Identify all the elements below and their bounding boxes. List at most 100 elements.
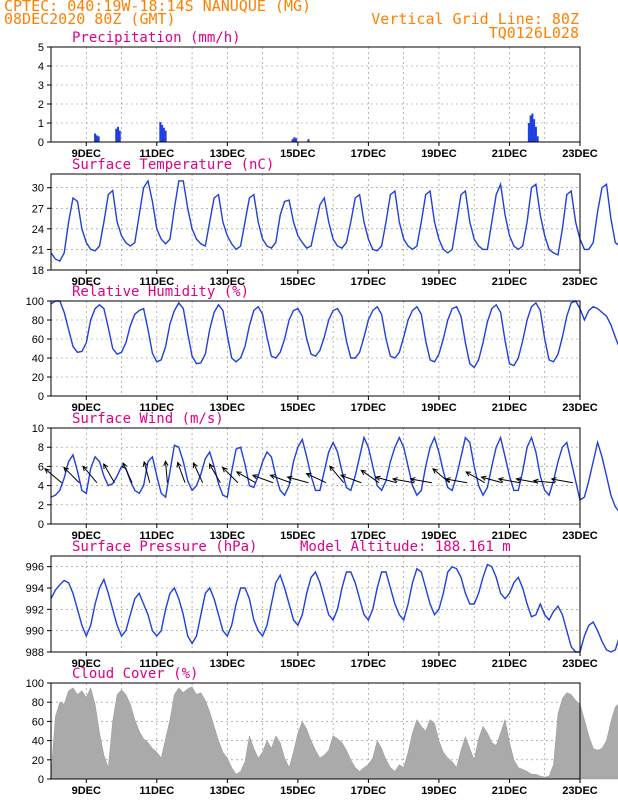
rh-xtick-label: 15DEC: [280, 402, 316, 414]
precip-ytick-label: 5: [38, 42, 44, 54]
precip-title: Precipitation (mm/h): [72, 30, 241, 46]
pres-ytick-label: 990: [26, 626, 44, 638]
cloud-cover-area: [50, 686, 618, 780]
rh-ytick-label: 40: [32, 353, 44, 365]
precip-bar: [161, 124, 164, 142]
rh-xtick-label: 13DEC: [210, 402, 246, 414]
temp-xtick-label: 15DEC: [280, 276, 316, 288]
wind-vector: [392, 478, 415, 484]
wind-vector-head: [142, 460, 148, 467]
wind-series-line: [50, 435, 618, 512]
cloud-xtick-label: 11DEC: [139, 785, 174, 797]
wind-vector: [222, 467, 239, 484]
wind-xtick-label: 17DEC: [351, 530, 387, 542]
cloud-xtick-label: 17DEC: [351, 785, 387, 797]
wind-vector-head: [286, 475, 293, 481]
cloud-ytick-label: 20: [32, 755, 44, 767]
temp-xtick-label: 21DEC: [492, 276, 528, 288]
temp-title: Surface Temperature (nC): [72, 157, 274, 173]
precip-ytick-label: 2: [38, 99, 44, 111]
wind-vector: [193, 462, 204, 483]
precip-ytick-label: 3: [38, 80, 44, 92]
wind-frame: [50, 427, 581, 525]
wind-vector: [270, 474, 291, 484]
temp-xtick-label: 17DEC: [351, 276, 387, 288]
temp-series-line: [50, 179, 618, 263]
pres-ytick-label: 996: [26, 562, 44, 574]
wind-vector-head: [82, 465, 88, 472]
wind-vector: [164, 461, 168, 483]
precip-xtick-label: 13DEC: [210, 148, 246, 160]
rh-xtick-label: 11DEC: [139, 402, 174, 414]
pres-panel: Surface Pressure (hPa) Model Altitude: 18…: [26, 539, 618, 670]
wind-vector-head: [515, 477, 522, 483]
precip-ytick-label: 1: [38, 118, 44, 130]
wind-vector-head: [432, 468, 438, 474]
precip-xtick-label: 17DEC: [351, 148, 387, 160]
wind-vector-head: [497, 477, 504, 483]
wind-title: Surface Wind (m/s): [72, 411, 224, 427]
wind-vector: [498, 478, 521, 484]
wind-vector: [516, 478, 538, 484]
wind-vector: [209, 463, 221, 483]
precip-bar: [527, 123, 530, 142]
wind-vector-head: [391, 477, 398, 483]
wind-vector-head: [305, 473, 312, 478]
cloud-xtick-label: 21DEC: [492, 785, 528, 797]
wind-vector-head: [339, 474, 347, 480]
rh-panel: Relative Humidity (%) 0 20 40 60 80 100 9DEC 11D…: [26, 284, 618, 414]
pres-xtick-label: 17DEC: [351, 658, 387, 670]
wind-xtick-label: 19DEC: [421, 530, 457, 542]
wind-vector: [375, 476, 397, 484]
wind-vector: [306, 473, 327, 484]
precip-bar: [531, 113, 534, 142]
wind-vector: [551, 478, 574, 484]
pres-frame: [50, 555, 581, 653]
precip-ytick-label: 4: [38, 61, 44, 73]
wind-xtick-label: 9DEC: [72, 530, 101, 542]
precip-bar: [293, 137, 296, 142]
wind-vector: [533, 480, 556, 484]
pres-xtick-label: 11DEC: [139, 658, 174, 670]
temp-ytick-label: 21: [32, 244, 44, 256]
pres-series-line: [50, 563, 618, 653]
wind-vector-head: [176, 461, 182, 468]
precip-bar: [307, 139, 310, 142]
wind-vector: [410, 478, 432, 484]
wind-vector-head: [409, 477, 416, 483]
precip-frame: [50, 46, 581, 143]
wind-vector: [122, 462, 133, 483]
pres-subtitle: Model Altitude: 188.161 m: [300, 539, 511, 555]
wind-vector-head: [465, 471, 472, 477]
wind-vector-head: [163, 460, 169, 467]
precip-bar: [162, 127, 165, 142]
temp-xtick-label: 19DEC: [421, 276, 457, 288]
header-station: CPTEC: 040:19W-18:14S NANUQUE (MG): [4, 0, 311, 15]
cloud-ytick-label: 100: [26, 678, 44, 690]
wind-vector: [432, 468, 450, 484]
temp-panel: Surface Temperature (nC) 18 21 24 27 30 9DEC 11…: [32, 157, 618, 288]
pres-xtick-label: 21DEC: [492, 658, 528, 670]
wind-vector: [44, 468, 62, 484]
rh-ytick-label: 20: [32, 372, 44, 384]
pres-ytick-label: 988: [26, 647, 44, 659]
precip-xtick-label: 15DEC: [280, 148, 316, 160]
wind-ytick-label: 10: [32, 423, 44, 435]
cloud-ytick-label: 40: [32, 736, 44, 748]
rh-ytick-label: 80: [32, 315, 44, 327]
header-model: TQ0126L028: [489, 24, 579, 42]
temp-ytick-label: 30: [32, 183, 44, 195]
rh-series-line: [50, 300, 618, 369]
precip-bar: [291, 139, 294, 142]
wind-vector: [287, 476, 309, 484]
wind-vector: [177, 462, 186, 483]
wind-ytick-label: 6: [38, 461, 44, 473]
pres-xtick-label: 15DEC: [280, 658, 316, 670]
precip-bar: [534, 126, 537, 142]
wind-xtick-label: 11DEC: [139, 530, 174, 542]
precip-bar: [115, 128, 118, 142]
wind-vector: [465, 471, 486, 484]
precip-xtick-label: 9DEC: [72, 148, 101, 160]
cloud-frame: [50, 682, 581, 780]
